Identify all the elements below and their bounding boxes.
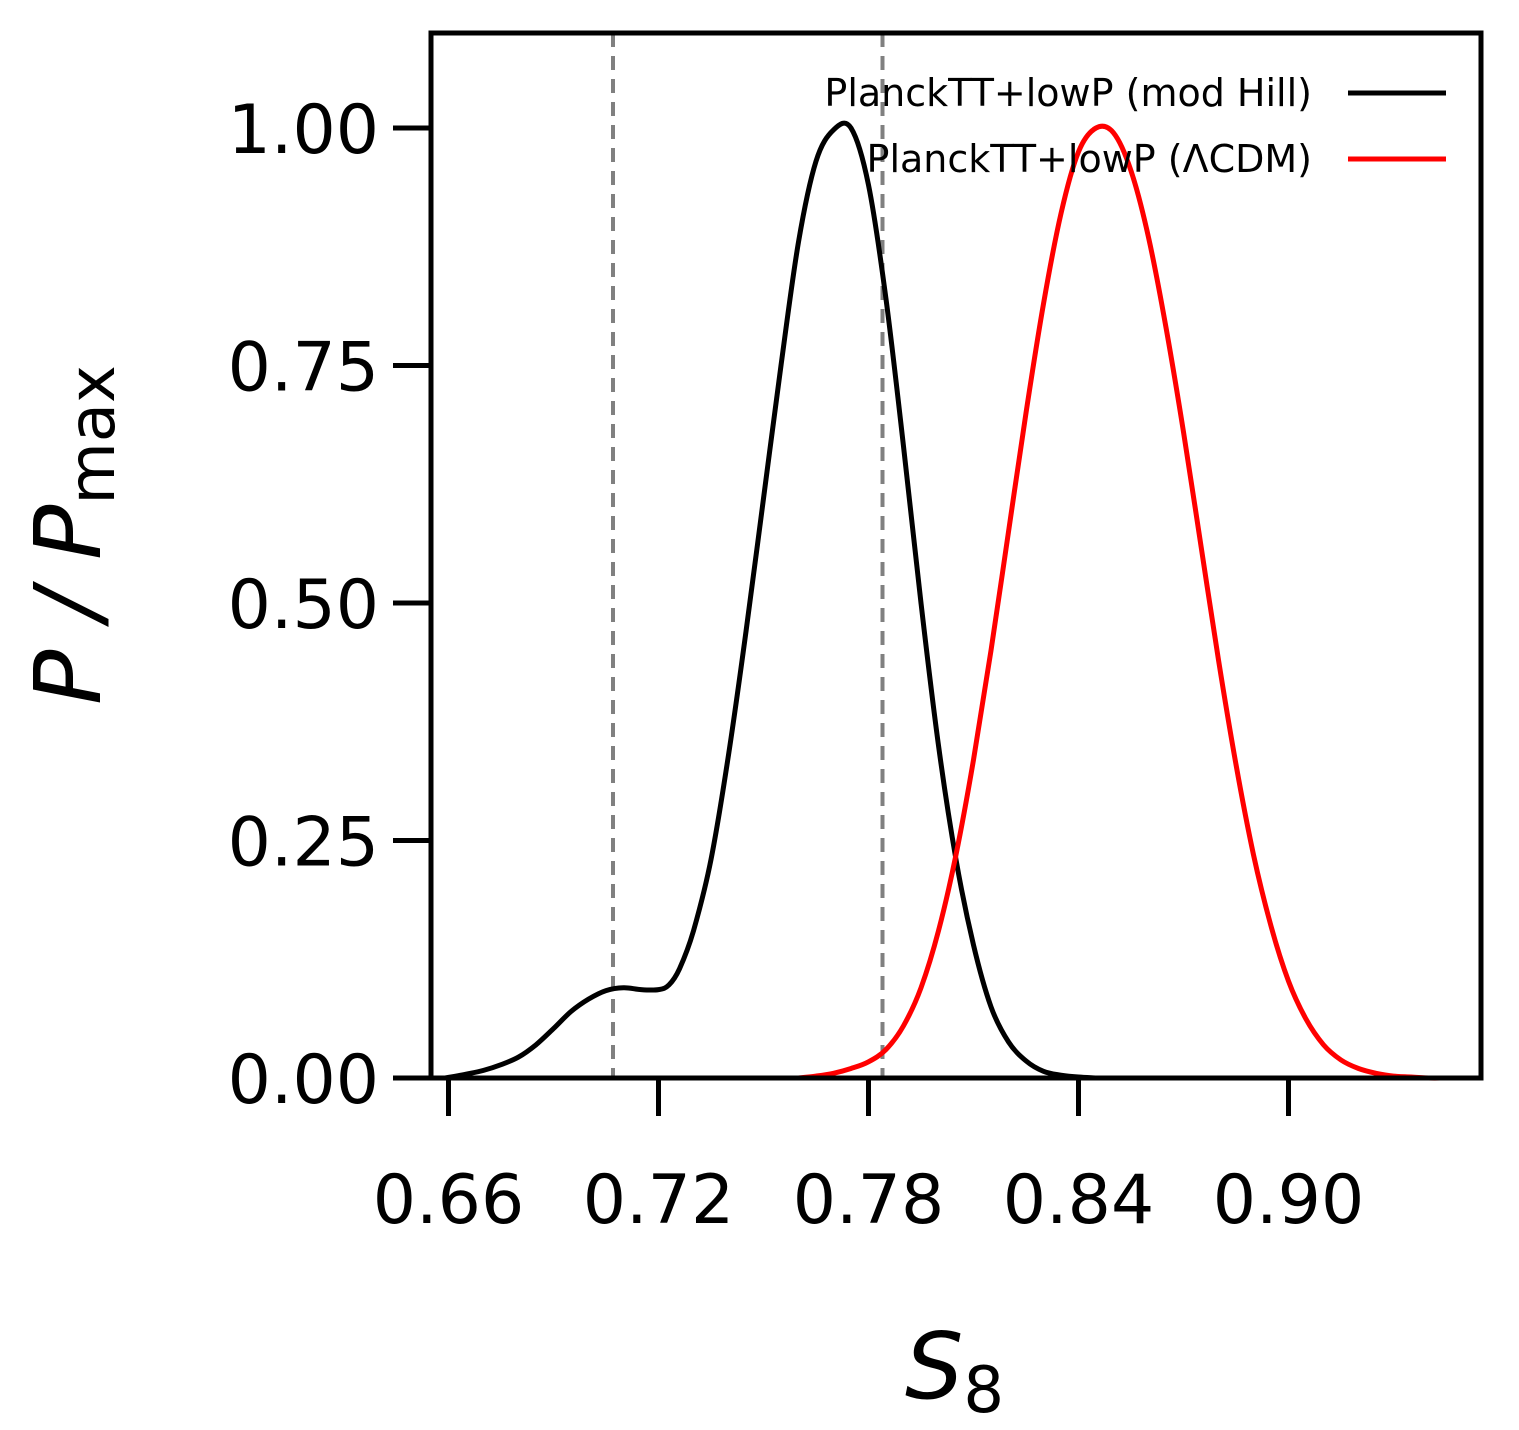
y-tick-label-4: 1.00 xyxy=(228,91,379,170)
y-tick-label-1: 0.25 xyxy=(228,804,379,883)
y-axis: 0.00 0.25 0.50 0.75 1.00 xyxy=(228,91,431,1120)
x-tick-label-2: 0.78 xyxy=(793,1161,944,1240)
plot-frame xyxy=(428,30,1484,1081)
y-tick-label-3: 0.75 xyxy=(228,329,379,408)
x-tick-label-3: 0.84 xyxy=(1003,1161,1154,1240)
y-tick-label-2: 0.50 xyxy=(228,566,379,645)
x-axis: 0.66 0.72 0.78 0.84 0.90 xyxy=(373,1078,1364,1240)
y-axis-label: P / Pmax xyxy=(15,365,130,705)
series-curves xyxy=(444,120,1464,1081)
legend-label-0: PlanckTT+lowP (mod Hill) xyxy=(824,71,1312,115)
series-line-0 xyxy=(444,120,1097,1081)
legend-label-1: PlanckTT+lowP (ΛCDM) xyxy=(867,137,1312,181)
y-tick-label-0: 0.00 xyxy=(228,1041,379,1120)
x-tick-label-1: 0.72 xyxy=(583,1161,734,1240)
x-axis-label: S8 xyxy=(905,1313,1004,1428)
x-tick-label-0: 0.66 xyxy=(373,1161,524,1240)
legend: PlanckTT+lowP (mod Hill) PlanckTT+lowP (Λ… xyxy=(824,71,1446,181)
series-line-1 xyxy=(798,123,1464,1081)
reference-lines xyxy=(611,33,885,1078)
x-tick-label-4: 0.90 xyxy=(1213,1161,1364,1240)
